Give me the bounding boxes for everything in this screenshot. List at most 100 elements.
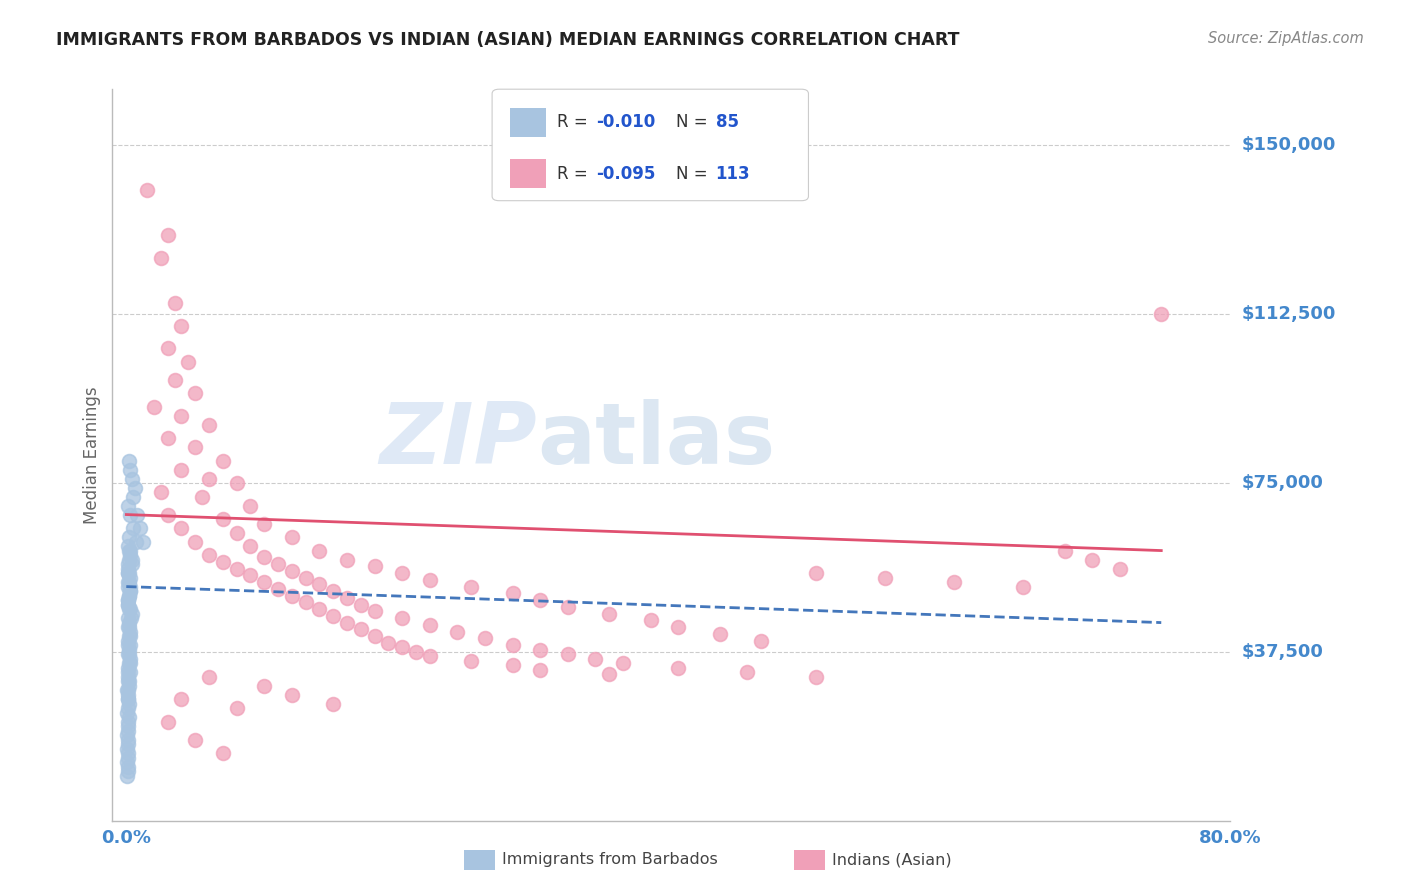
Point [117,566,139,580]
Point [419,573,441,587]
Point [132,534,155,549]
Point [612,656,634,670]
Point [598,607,620,621]
Point [117,764,139,778]
Point [118,679,141,693]
Point [117,611,139,625]
Point [446,624,468,639]
Point [212,555,235,569]
Point [120,584,142,599]
Point [391,566,413,580]
Text: $75,000: $75,000 [1241,474,1323,492]
Point [640,613,662,627]
Point [117,620,139,634]
Point [117,580,139,594]
Point [225,701,247,715]
Point [120,651,142,665]
Point [118,615,141,630]
Point [1150,307,1173,321]
Point [239,499,262,513]
Point [225,525,247,540]
Point [336,615,359,630]
Point [118,543,141,558]
Point [115,755,138,769]
Point [350,598,373,612]
Point [120,584,142,599]
Point [585,651,607,665]
Point [136,184,159,198]
Point [405,645,427,659]
Point [117,593,139,607]
Text: N =: N = [676,113,713,131]
Point [115,741,138,756]
Point [1108,561,1130,575]
Point [474,632,496,646]
Point [117,660,139,674]
Point [198,417,221,432]
Point [709,627,731,641]
Point [460,580,482,594]
Point [156,714,179,729]
Point [120,543,142,558]
Point [212,453,235,467]
Text: IMMIGRANTS FROM BARBADOS VS INDIAN (ASIAN) MEDIAN EARNINGS CORRELATION CHART: IMMIGRANTS FROM BARBADOS VS INDIAN (ASIA… [56,31,960,49]
Point [129,521,152,535]
Point [419,617,441,632]
Point [253,575,276,590]
Point [322,584,344,599]
Point [121,552,143,566]
Point [502,658,524,673]
Point [239,539,262,553]
Point [118,453,141,467]
Point [124,481,146,495]
Point [120,548,142,562]
Point [177,354,200,368]
Point [322,697,344,711]
Point [529,593,551,607]
Point [502,638,524,652]
Point [117,561,139,575]
Point [117,566,139,580]
Point [806,566,828,580]
Point [118,552,141,566]
Point [598,667,620,681]
Point [118,620,141,634]
Point [120,611,142,625]
Point [127,508,149,522]
Point [363,629,385,643]
Text: Immigrants from Barbados: Immigrants from Barbados [502,853,717,867]
Text: $112,500: $112,500 [1241,305,1336,323]
Point [120,638,142,652]
Point [184,440,207,454]
Text: $37,500: $37,500 [1241,643,1323,661]
Point [294,595,316,609]
Point [118,697,141,711]
Point [281,688,304,702]
Point [118,656,141,670]
Text: -0.095: -0.095 [596,165,655,183]
Point [529,642,551,657]
Point [267,582,290,596]
Point [117,746,139,760]
Point [117,593,139,607]
Point [163,372,186,386]
Point [118,647,141,661]
Text: atlas: atlas [537,399,776,482]
Point [118,575,141,590]
Point [281,564,304,578]
Point [156,228,179,243]
Point [1053,543,1076,558]
Point [149,485,172,500]
Point [117,499,139,513]
Point [225,561,247,575]
Point [1081,552,1104,566]
Point [117,598,139,612]
Point [120,656,142,670]
Point [212,512,235,526]
Point [253,516,276,531]
Text: 85: 85 [716,113,738,131]
Point [117,683,139,698]
Point [502,586,524,600]
Point [120,580,142,594]
Point [281,530,304,544]
